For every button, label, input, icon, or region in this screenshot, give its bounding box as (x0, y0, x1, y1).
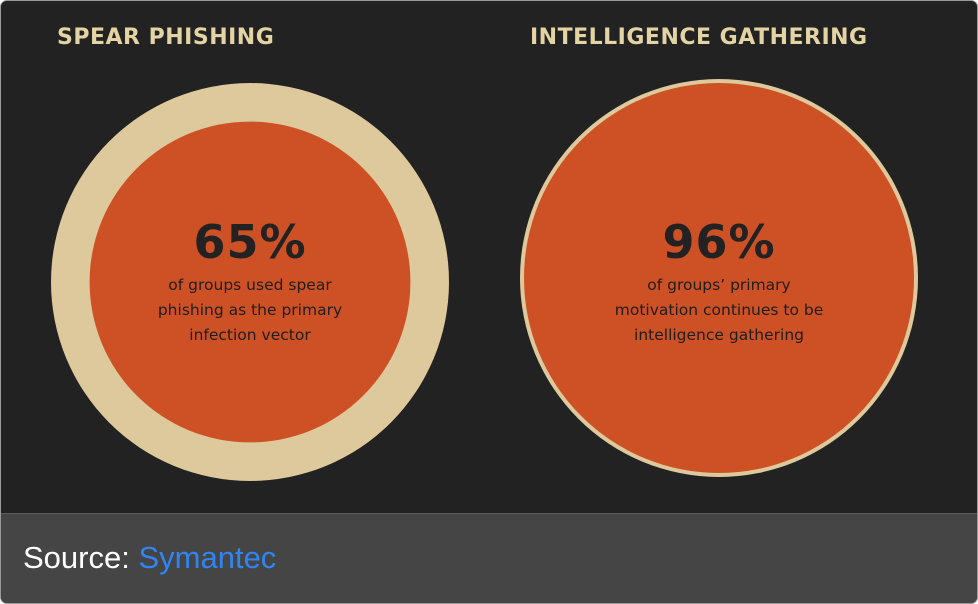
spear-phishing-caption-line: of groups used spear (168, 276, 332, 294)
spear-phishing-percent: 65% (193, 215, 307, 269)
intelligence-gathering-title: INTELLIGENCE GATHERING (530, 25, 868, 50)
spear-phishing-caption: of groups used spear phishing as the pri… (120, 273, 380, 348)
intelligence-gathering-caption-line: intelligence gathering (634, 326, 804, 344)
intelligence-gathering-caption: of groups’ primary motivation continues … (589, 273, 849, 348)
spear-phishing-caption-line: infection vector (189, 326, 311, 344)
intelligence-gathering-stat: 96% of groups’ primary motivation contin… (589, 217, 849, 348)
intelligence-gathering-percent: 96% (662, 215, 776, 269)
intelligence-gathering-caption-line: motivation continues to be (614, 301, 824, 319)
spear-phishing-inner-disc (89, 121, 411, 443)
spear-phishing-stat: 65% of groups used spear phishing as the… (120, 217, 380, 348)
intelligence-gathering-caption-line: of groups’ primary (647, 276, 791, 294)
source-label: Source: (23, 540, 130, 575)
source-caption: Source: Symantec (23, 540, 276, 576)
infographic: SPEAR PHISHING INTELLIGENCE GATHERING 65… (1, 1, 977, 513)
spear-phishing-caption-line: phishing as the primary (157, 301, 343, 319)
spear-phishing-title: SPEAR PHISHING (57, 25, 275, 50)
source-link[interactable]: Symantec (138, 540, 277, 575)
intelligence-gathering-inner-disc (524, 83, 914, 473)
caption-bar: Source: Symantec (1, 513, 977, 603)
circles-graphic (51, 79, 918, 481)
